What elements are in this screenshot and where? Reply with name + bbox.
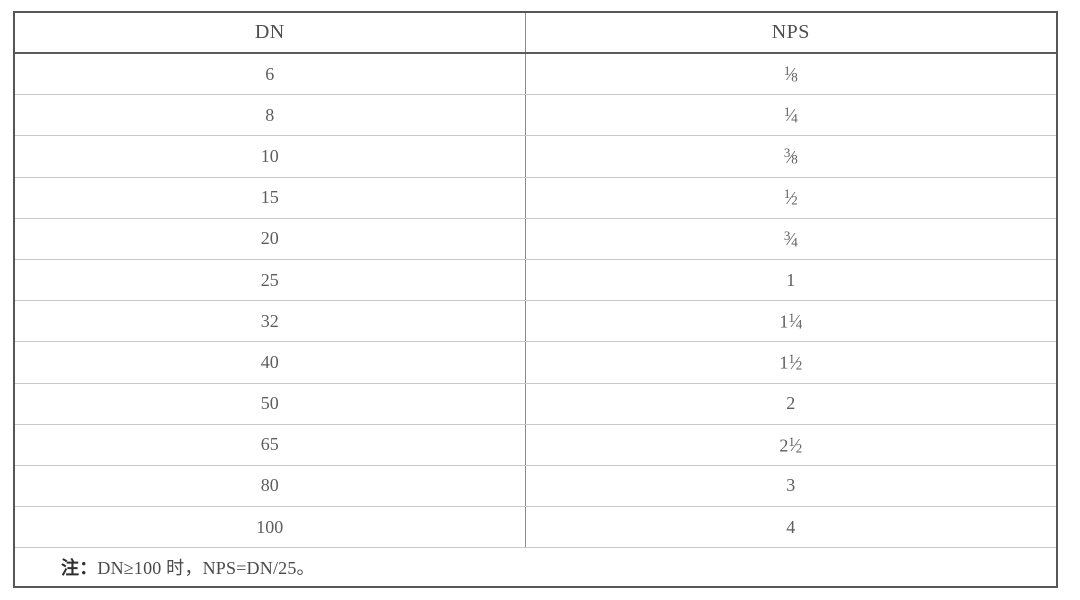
whole-value: 2 [779,434,789,455]
fraction-value: 3⁄8 [783,145,798,167]
fraction-value: 1⁄2 [788,351,803,373]
cell-dn: 40 [15,341,526,384]
whole-value: 4 [786,516,796,537]
cell-dn: 32 [15,300,526,343]
cell-nps: 1 [525,259,1056,302]
cell-dn: 80 [15,465,526,508]
whole-value: 3 [786,475,796,496]
cell-nps: 11⁄4 [525,300,1056,343]
whole-value: 1 [786,269,796,290]
table-note-text: 注：DN≥100 时，NPS=DN/25。 [61,558,315,578]
table-header-row: DN NPS [15,13,1056,54]
fraction-value: 1⁄4 [783,104,798,126]
cell-nps: 4 [525,506,1056,549]
fraction-value: 1⁄8 [783,62,798,85]
table-row: 8 1⁄4 [15,94,1056,137]
fraction-value: 1⁄4 [788,309,803,332]
fraction-value: 1⁄2 [783,186,798,208]
cell-nps: 3⁄4 [525,218,1056,260]
table-row: 25 1 [15,259,1056,302]
dn-nps-table-container: DN NPS 6 1⁄8 8 1⁄4 10 3⁄8 15 [13,11,1058,589]
cell-dn: 15 [15,177,526,219]
cell-dn: 25 [15,259,526,302]
table-row: 20 3⁄4 [15,218,1056,260]
note-body: DN≥100 时，NPS=DN/25。 [97,558,315,579]
cell-nps: 3⁄8 [525,135,1056,178]
column-header-nps: NPS [525,13,1056,54]
cell-nps: 1⁄4 [525,94,1056,137]
whole-value: 1 [779,311,789,332]
cell-nps: 11⁄2 [525,341,1056,384]
table-row: 32 11⁄4 [15,300,1056,343]
table-row: 15 1⁄2 [15,177,1056,219]
table-note-row: 注：DN≥100 时，NPS=DN/25。 [15,548,1056,587]
cell-nps: 1⁄2 [525,177,1056,219]
whole-value: 2 [786,393,796,414]
cell-dn: 65 [15,424,526,466]
table-body: 6 1⁄8 8 1⁄4 10 3⁄8 15 1⁄2 20 3⁄4 [15,53,1056,586]
table-row: 10 3⁄8 [15,135,1056,178]
table-header: DN NPS [15,13,1056,54]
cell-dn: 20 [15,218,526,260]
table-row: 100 4 [15,506,1056,549]
cell-dn: 6 [15,53,526,96]
column-header-dn: DN [15,13,526,54]
note-label: 注： [61,558,98,579]
cell-dn: 8 [15,94,526,137]
fraction-value: 3⁄4 [783,227,798,250]
cell-nps: 21⁄2 [525,424,1056,466]
cell-nps: 1⁄8 [525,53,1056,96]
table-row: 40 11⁄2 [15,341,1056,384]
table-note-cell: 注：DN≥100 时，NPS=DN/25。 [15,548,1056,587]
cell-nps: 3 [525,465,1056,508]
cell-nps: 2 [525,383,1056,425]
cell-dn: 50 [15,383,526,425]
table-row: 80 3 [15,465,1056,508]
cell-dn: 10 [15,135,526,178]
whole-value: 1 [779,352,789,373]
table-row: 50 2 [15,383,1056,425]
table-row: 65 21⁄2 [15,424,1056,466]
fraction-value: 1⁄2 [788,433,803,456]
table-row: 6 1⁄8 [15,53,1056,96]
cell-dn: 100 [15,506,526,549]
dn-nps-table: DN NPS 6 1⁄8 8 1⁄4 10 3⁄8 15 [15,13,1056,587]
